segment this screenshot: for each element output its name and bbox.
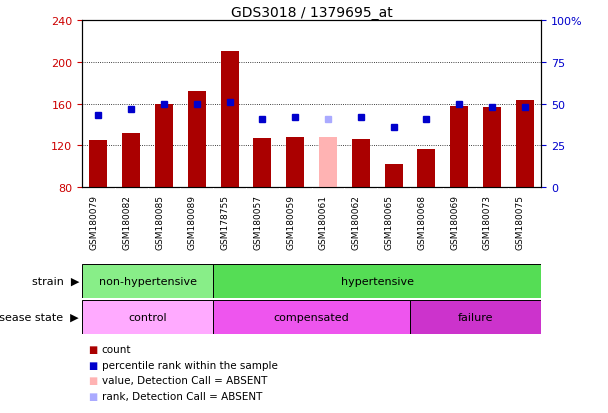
- Text: GSM178755: GSM178755: [221, 195, 230, 249]
- Text: GSM180069: GSM180069: [450, 195, 459, 249]
- Text: value, Detection Call = ABSENT: value, Detection Call = ABSENT: [102, 375, 267, 385]
- Title: GDS3018 / 1379695_at: GDS3018 / 1379695_at: [230, 6, 393, 20]
- Text: failure: failure: [458, 312, 493, 322]
- Text: GSM180082: GSM180082: [122, 195, 131, 249]
- Text: GSM180089: GSM180089: [188, 195, 197, 249]
- Bar: [213, 300, 410, 334]
- Bar: [352, 140, 370, 188]
- Bar: [82, 300, 213, 334]
- Bar: [188, 92, 206, 188]
- Bar: [384, 165, 402, 188]
- Text: compensated: compensated: [274, 312, 350, 322]
- Text: percentile rank within the sample: percentile rank within the sample: [102, 360, 277, 370]
- Text: rank, Detection Call = ABSENT: rank, Detection Call = ABSENT: [102, 391, 262, 401]
- Text: strain  ▶: strain ▶: [32, 276, 79, 286]
- Text: GSM180079: GSM180079: [89, 195, 98, 249]
- Bar: [213, 264, 541, 298]
- Text: hypertensive: hypertensive: [340, 276, 413, 286]
- Bar: [82, 264, 213, 298]
- Bar: [286, 138, 304, 188]
- Bar: [254, 139, 271, 188]
- Text: GSM180057: GSM180057: [254, 195, 263, 249]
- Bar: [221, 52, 239, 188]
- Text: GSM180062: GSM180062: [352, 195, 361, 249]
- Text: non-hypertensive: non-hypertensive: [98, 276, 196, 286]
- Text: ■: ■: [88, 344, 97, 354]
- Bar: [89, 141, 108, 188]
- Bar: [410, 300, 541, 334]
- Text: GSM180068: GSM180068: [417, 195, 426, 249]
- Text: GSM180065: GSM180065: [385, 195, 393, 249]
- Bar: [122, 133, 140, 188]
- Text: GSM180061: GSM180061: [319, 195, 328, 249]
- Text: GSM180075: GSM180075: [516, 195, 525, 249]
- Bar: [516, 101, 534, 188]
- Text: ■: ■: [88, 391, 97, 401]
- Text: disease state  ▶: disease state ▶: [0, 312, 79, 322]
- Text: ■: ■: [88, 360, 97, 370]
- Text: GSM180059: GSM180059: [286, 195, 295, 249]
- Text: control: control: [128, 312, 167, 322]
- Text: ■: ■: [88, 375, 97, 385]
- Bar: [450, 107, 468, 188]
- Bar: [483, 107, 501, 188]
- Text: count: count: [102, 344, 131, 354]
- Bar: [417, 149, 435, 188]
- Text: GSM180073: GSM180073: [483, 195, 492, 249]
- Text: GSM180085: GSM180085: [155, 195, 164, 249]
- Bar: [319, 138, 337, 188]
- Bar: [155, 104, 173, 188]
